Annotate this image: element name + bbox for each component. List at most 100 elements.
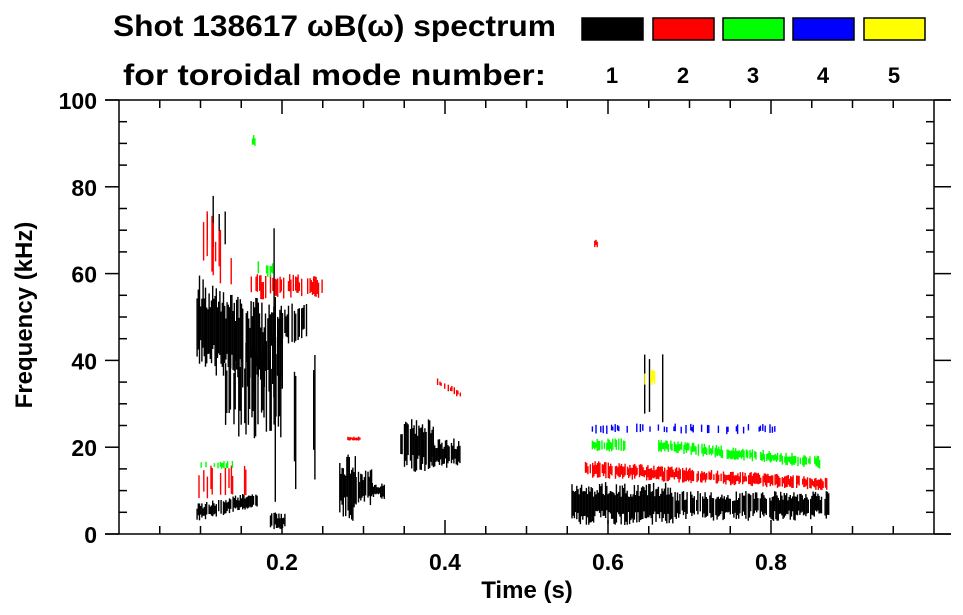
spectral-mark-mode-1 xyxy=(248,495,250,508)
spectral-mark-mode-2 xyxy=(762,475,764,487)
spectral-mark-mode-2 xyxy=(690,470,692,484)
spectral-mark-mode-4 xyxy=(708,425,710,433)
spectral-mark-mode-3 xyxy=(708,445,710,455)
spectral-mark-mode-2 xyxy=(731,471,733,485)
spectral-mark-mode-1 xyxy=(364,470,367,496)
spectral-mark-mode-2 xyxy=(784,476,786,488)
spectral-mark-mode-3 xyxy=(709,448,712,454)
spectral-mark-mode-1 xyxy=(691,494,693,517)
spectral-mark-mode-3 xyxy=(770,455,773,462)
spectral-mark-mode-1 xyxy=(432,426,434,457)
spectral-mark-mode-1 xyxy=(377,487,379,495)
spectral-mark-mode-1 xyxy=(648,359,651,412)
spectral-mark-mode-1 xyxy=(228,345,230,413)
legend-label-mode-3: 3 xyxy=(747,63,759,88)
spectral-mark-mode-1 xyxy=(277,316,279,338)
spectral-mark-mode-1 xyxy=(278,318,280,346)
feature-mode-1 xyxy=(571,482,674,525)
spectral-mark-mode-1 xyxy=(200,306,202,341)
y-tick-label: 0 xyxy=(84,522,97,548)
spectral-mark-mode-1 xyxy=(263,345,265,418)
spectral-mark-mode-1 xyxy=(219,291,221,355)
spectral-mark-mode-2 xyxy=(614,466,617,479)
spectral-mark-mode-1 xyxy=(212,500,214,517)
spectral-mark-mode-1 xyxy=(595,494,597,511)
spectral-mark-mode-2 xyxy=(307,278,309,294)
spectral-mark-mode-1 xyxy=(571,484,573,519)
spectral-mark-mode-1 xyxy=(216,307,219,358)
spectral-mark-mode-1 xyxy=(672,496,674,524)
spectral-mark-mode-3 xyxy=(737,451,739,460)
spectral-mark-mode-3 xyxy=(704,446,707,455)
spectral-mark-mode-3 xyxy=(667,443,670,452)
spectral-mark-mode-1 xyxy=(788,496,790,511)
spectral-mark-mode-5 xyxy=(652,370,654,381)
spectral-mark-mode-2 xyxy=(710,470,713,480)
spectral-mark-mode-2 xyxy=(608,466,611,479)
spectral-mark-mode-1 xyxy=(806,497,808,514)
spectral-mark-mode-4 xyxy=(764,425,766,433)
spectral-mark-mode-3 xyxy=(695,446,697,455)
spectral-mark-mode-1 xyxy=(648,483,650,518)
spectral-mark-mode-1 xyxy=(438,439,441,465)
spectral-mark-mode-2 xyxy=(726,475,728,481)
spectral-mark-mode-1 xyxy=(750,495,752,512)
spectral-mark-mode-3 xyxy=(592,441,595,448)
spectral-mark-mode-3 xyxy=(750,452,752,457)
spectral-mark-mode-2 xyxy=(277,278,279,297)
spectral-mark-mode-3 xyxy=(730,450,732,460)
spectral-mark-mode-2 xyxy=(594,461,596,474)
spectral-mark-mode-1 xyxy=(262,340,264,411)
spectral-mark-mode-1 xyxy=(619,485,621,517)
spectral-mark-mode-1 xyxy=(604,482,607,518)
spectral-mark-mode-2 xyxy=(781,477,783,487)
spectral-mark-mode-1 xyxy=(301,308,303,339)
spectral-mark-mode-4 xyxy=(663,426,666,432)
spectral-mark-mode-3 xyxy=(231,461,234,468)
spectral-mark-mode-2 xyxy=(260,275,262,300)
x-tick-label: 0.2 xyxy=(266,549,298,575)
spectral-mark-mode-1 xyxy=(793,492,795,520)
spectral-mark-mode-2 xyxy=(672,469,674,478)
spectral-mark-mode-1 xyxy=(248,364,251,409)
spectral-mark-mode-3 xyxy=(220,462,223,469)
spectral-mark-mode-1 xyxy=(762,492,764,515)
spectral-mark-mode-3 xyxy=(760,451,762,460)
spectral-mark-mode-2 xyxy=(622,466,624,479)
spectral-mark-mode-2 xyxy=(623,466,625,477)
spectral-mark-mode-4 xyxy=(680,426,682,434)
spectral-mark-mode-3 xyxy=(598,440,601,451)
spectral-mark-mode-2 xyxy=(787,475,789,485)
spectral-mark-mode-2 xyxy=(724,474,726,483)
spectral-mark-mode-1 xyxy=(341,467,343,505)
spectral-mark-mode-2 xyxy=(798,475,800,486)
spectral-mark-mode-1 xyxy=(202,508,204,516)
spectral-mark-mode-3 xyxy=(673,441,676,452)
spectral-mark-mode-1 xyxy=(382,485,384,497)
spectral-mark-mode-3 xyxy=(679,443,682,450)
spectral-mark-mode-3 xyxy=(595,442,597,448)
spectral-mark-mode-2 xyxy=(451,385,453,392)
spectral-mark-mode-3 xyxy=(779,454,781,462)
spectral-mark-mode-1 xyxy=(622,488,625,514)
spectral-mark-mode-1 xyxy=(727,495,729,513)
spectral-mark-mode-1 xyxy=(715,499,717,516)
spectral-mark-mode-2 xyxy=(678,467,680,483)
spectral-mark-mode-1 xyxy=(229,353,232,410)
spectral-mark-mode-4 xyxy=(595,424,597,434)
spectral-mark-mode-1 xyxy=(233,302,235,372)
spectral-mark-mode-1 xyxy=(632,494,634,523)
feature-mode-1 xyxy=(269,303,308,346)
spectral-mark-mode-1 xyxy=(295,313,297,341)
spectral-mark-mode-1 xyxy=(811,495,813,515)
spectral-mark-mode-1 xyxy=(618,491,620,515)
spectral-mark-mode-2 xyxy=(708,471,710,480)
spectral-mark-mode-5 xyxy=(651,369,653,385)
spectral-mark-mode-1 xyxy=(810,498,812,520)
spectral-mark-mode-1 xyxy=(239,299,241,360)
legend-swatch-mode-2 xyxy=(652,17,715,41)
feature-mode-3 xyxy=(200,461,234,469)
feature-mode-2 xyxy=(347,436,361,441)
spectral-mark-mode-1 xyxy=(651,491,654,525)
chart-subtitle: for toroidal mode number: xyxy=(123,59,546,92)
